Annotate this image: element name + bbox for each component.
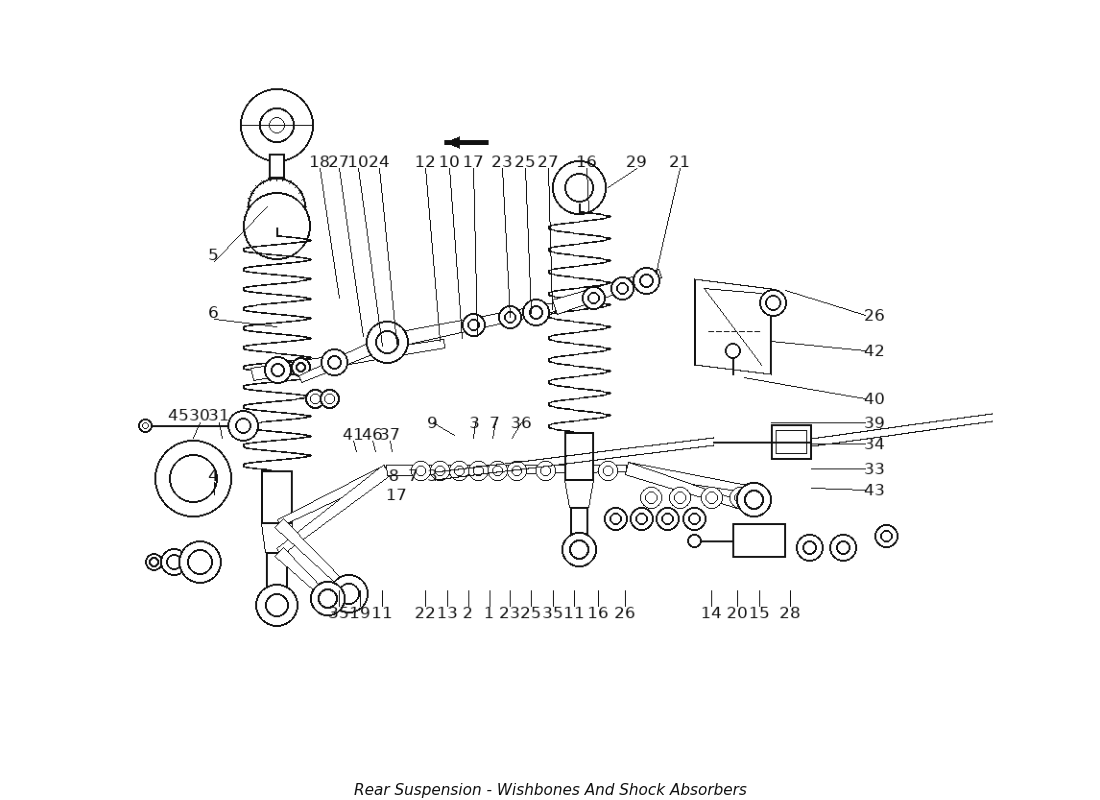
Text: Rear Suspension - Wishbones And Shock Absorbers: Rear Suspension - Wishbones And Shock Ab… bbox=[353, 783, 747, 798]
